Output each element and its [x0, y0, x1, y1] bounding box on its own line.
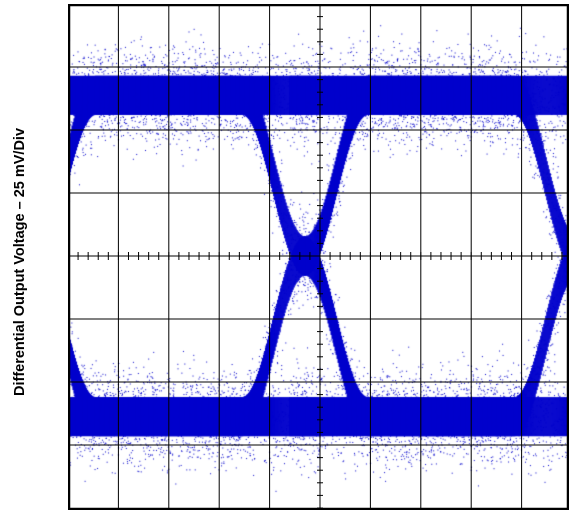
oscilloscope-plot-area [68, 4, 569, 510]
plot-frame [68, 4, 569, 510]
y-axis-label: Differential Output Voltage – 25 mV/Div [12, 127, 28, 397]
graticule-grid [68, 4, 569, 510]
y-axis-label-container: Differential Output Voltage – 25 mV/Div [0, 0, 40, 510]
eye-diagram-traces [68, 4, 569, 510]
